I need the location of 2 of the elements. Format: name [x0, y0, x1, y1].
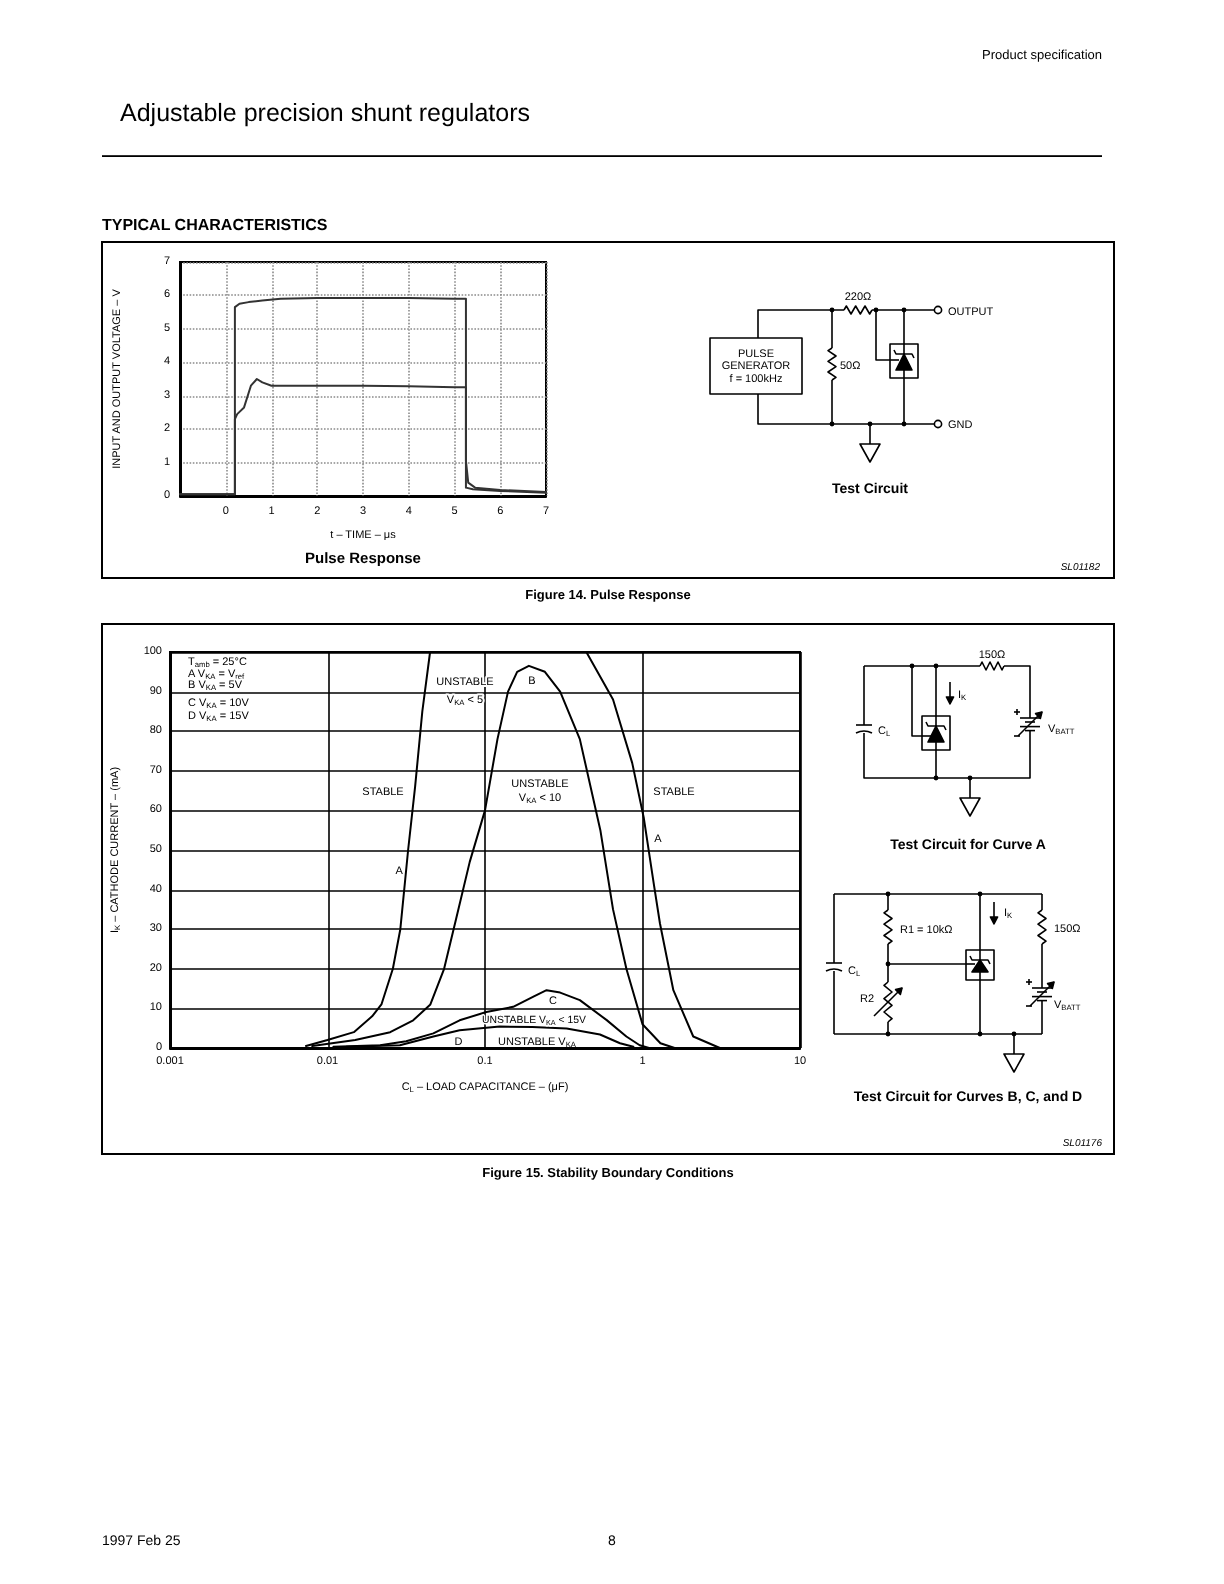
text: Adjustable precision shunt regulators	[120, 98, 530, 127]
text: TYPICAL CHARACTERISTICS	[102, 215, 329, 234]
